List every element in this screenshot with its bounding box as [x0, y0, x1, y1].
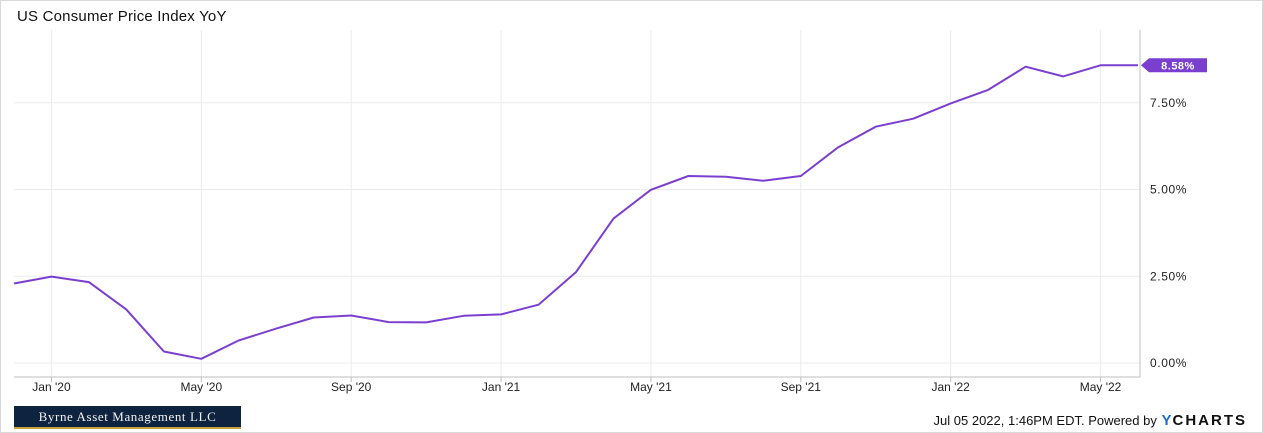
chart-title: US Consumer Price Index YoY: [17, 8, 227, 25]
ycharts-logo-y: Y: [1161, 412, 1172, 429]
x-tick-label: May '20: [181, 380, 223, 394]
y-tick-label: 7.50%: [1150, 96, 1187, 110]
x-tick-label: Jan '21: [482, 380, 521, 394]
x-tick-label: Jan '22: [932, 380, 971, 394]
y-tick-label: 5.00%: [1150, 183, 1187, 197]
grid-lines: [14, 30, 1140, 377]
x-tick-label: Sep '21: [781, 380, 822, 394]
logo-text: Byrne Asset Management LLC: [38, 408, 217, 424]
x-tick-label: May '22: [1080, 380, 1122, 394]
y-tick-label: 0.00%: [1150, 356, 1187, 370]
ycharts-logo-text: CHARTS: [1172, 412, 1247, 429]
last-value-badge-shape: [1141, 58, 1207, 73]
ycharts-logo[interactable]: YCHARTS: [1161, 412, 1247, 429]
last-value-label: 8.58%: [1161, 60, 1195, 72]
footer-powered-by: Powered by: [1088, 413, 1157, 428]
byrne-logo: Byrne Asset Management LLC: [14, 406, 241, 429]
y-tick-label: 2.50%: [1150, 269, 1187, 283]
last-value-badge: 8.58%: [1141, 58, 1207, 73]
x-axis-labels: Jan '20 May '20 Sep '20 Jan '21 May '21 Sep '…: [32, 380, 1121, 394]
x-tick-label: Sep '20: [331, 380, 372, 394]
axes: [14, 30, 1141, 382]
cpi-yoy-line: [13, 64, 1138, 360]
y-axis-labels: 0.00% 2.50% 5.00% 7.50%: [1150, 96, 1187, 370]
chart-footer: Jul 05 2022, 1:46PM EDT. Powered by YCHA…: [934, 412, 1247, 429]
x-tick-label: Jan '20: [32, 380, 71, 394]
series-lines: [13, 64, 1139, 360]
footer-timestamp: Jul 05 2022, 1:46PM EDT.: [933, 413, 1085, 428]
x-tick-label: May '21: [630, 380, 672, 394]
